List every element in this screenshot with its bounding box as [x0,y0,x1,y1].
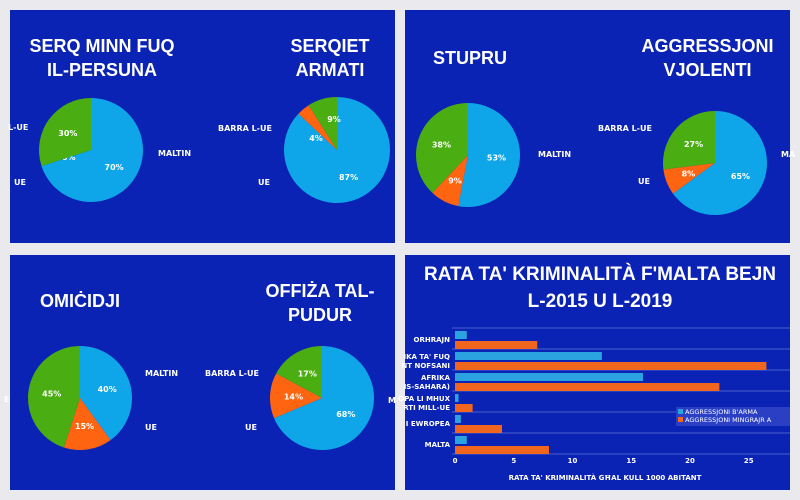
pie-percent-label: 15% [75,422,94,431]
legend-swatch [678,409,683,414]
pie-category-label: BARRA L-UE [205,369,259,378]
pie-title: STUPRU [432,48,507,68]
pie-slice [663,111,715,170]
pie-percent-label: 4% [309,134,323,143]
pie-category-label: E [4,395,9,404]
pie-category-label: UE [638,177,650,186]
pie-slice [80,346,132,441]
x-tick-label: 0 [453,457,458,465]
pie-category-label: M [388,396,396,405]
pie-slice [308,97,337,150]
bar-chart-title: RATA TA' KRIMINALITÀ F'MALTA BEJN L-2015… [423,264,777,312]
pie-title: OMIĊIDJI [39,291,120,311]
x-tick-label: 10 [568,457,578,465]
legend-swatch [678,417,683,422]
category-label: NT NOFSANI [401,362,450,370]
bar [455,341,538,349]
legend-label: AGGRESSJONI B'ARMA [685,408,758,416]
pie-percent-label: 38% [432,140,451,149]
category-label: OPA LI MHUX [398,395,450,403]
bar [455,352,602,360]
bar [455,373,643,381]
bar [455,425,502,433]
pie-slice [298,105,337,150]
bar [455,362,767,370]
category-label: IS-SAHARA) [404,383,450,391]
x-axis-label: RATA TA' KRIMINALITÀ GĦAL KULL 1000 ABIT… [509,473,702,482]
pie-percent-label: 17% [298,369,317,378]
pie-title: OFFIŻA TAL-PUDUR [265,281,375,325]
category-label: AFRIKA [421,374,451,382]
pie-percent-label: 0% [62,153,76,162]
pie-percent-label: 40% [98,385,117,394]
pie-percent-label: 9% [327,115,341,124]
pie-title: AGGRESSJONI VJOLENTI [641,36,774,80]
pie-slice [28,346,80,448]
pie-percent-label: 65% [731,172,750,181]
pie-category-label: MALTIN [538,150,571,159]
pie-percent-label: 8% [682,170,696,179]
pie-title: SERQ MINN FUQ IL-PERSUNA [29,36,175,80]
category-label: ORHRAJN [414,336,451,344]
pie-percent-label: 27% [684,140,703,149]
pie-slice [663,163,715,194]
pie-category-label: BARRA L-UE [218,124,272,133]
category-label: I EWROPEA [406,420,451,428]
x-tick-label: 25 [744,457,754,465]
pie-slice [41,98,143,203]
pie-slice [63,398,111,450]
pie-category-label: UE [14,178,26,187]
x-tick-label: 15 [626,457,636,465]
pie-percent-label: 68% [336,410,355,419]
pie-category-label: MALTIN [145,369,178,378]
x-tick-label: 5 [511,457,516,465]
pie-percent-label: 30% [58,129,77,138]
bar [455,415,461,423]
pie-slice [432,155,468,207]
pie-category-label: UE [258,178,270,187]
bar [455,331,467,339]
category-label: IKA TA' FUQ [403,353,450,361]
pie-category-label: UE [245,423,257,432]
pie-category-label: UE [145,423,157,432]
pie-category-label: MALTIN [158,149,191,158]
x-tick-label: 20 [685,457,695,465]
pie-slice [274,346,374,451]
pie-category-label: L-UE [8,123,28,132]
pie-category-label: MA [781,150,796,159]
pie-title: SERQIET ARMATI [290,36,370,80]
pie-percent-label: 45% [42,390,61,399]
pie-percent-label: 87% [339,173,358,182]
bar [455,446,549,454]
pie-category-label: BARRA L-UE [598,124,652,133]
pie-percent-label: 9% [448,176,462,185]
bar [455,394,459,402]
pie-slice [38,98,91,167]
pie-slice [416,103,468,193]
bar [455,436,467,444]
bar [455,404,473,412]
category-label: RTI MILL-UE [403,404,450,412]
pie-percent-label: 53% [487,154,506,163]
pie-percent-label: 14% [284,393,303,402]
pie-slice [458,103,520,207]
category-label: MALTA [425,441,451,449]
pie-slice [672,111,767,215]
legend-label: AGGRESSJONI MINGRAJR A [685,416,772,424]
pie-slice [270,373,322,419]
bar [455,383,720,391]
legend-box [676,407,790,426]
pie-percent-label: 70% [105,163,124,172]
pie-slice [276,346,322,398]
